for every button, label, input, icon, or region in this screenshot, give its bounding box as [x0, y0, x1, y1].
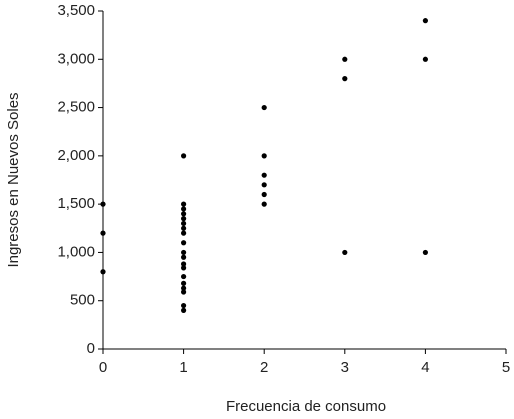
- point: [181, 220, 187, 227]
- point: [181, 273, 187, 280]
- y-tick-label: 1,000: [57, 243, 95, 260]
- point: [181, 201, 187, 207]
- point: [181, 216, 187, 222]
- point: [342, 249, 348, 256]
- x-tick-label: 2: [260, 359, 268, 376]
- point: [261, 182, 267, 188]
- point: [181, 302, 187, 309]
- point: [181, 285, 187, 291]
- y-tick-label: 1,500: [57, 195, 95, 212]
- x-tick-label: 3: [341, 359, 349, 376]
- point: [261, 172, 267, 178]
- y-axis-label: Ingresos en Nuevos Soles: [5, 92, 22, 267]
- point: [100, 230, 106, 236]
- y-tick-label: 2,500: [57, 99, 95, 116]
- point: [181, 307, 187, 313]
- x-tick-label: 1: [179, 359, 187, 376]
- y-tick-label: 2,000: [57, 147, 95, 164]
- y-tick-label: 0: [87, 340, 95, 357]
- point: [342, 56, 348, 62]
- x-tick-label: 5: [502, 359, 510, 376]
- point: [100, 201, 106, 207]
- y-tick-label: 3,500: [57, 2, 95, 19]
- point: [181, 261, 187, 267]
- x-tick-label: 4: [421, 359, 429, 376]
- y-tick-label: 3,000: [57, 50, 95, 67]
- y-tick-label: 500: [70, 292, 95, 309]
- point: [181, 211, 187, 217]
- point: [181, 153, 187, 159]
- point: [181, 206, 187, 212]
- point: [261, 153, 267, 159]
- point: [181, 225, 187, 231]
- point: [422, 18, 428, 24]
- point: [181, 280, 187, 286]
- point: [261, 201, 267, 207]
- point: [181, 289, 187, 295]
- x-axis-label: Frecuencia de consumo: [226, 398, 386, 415]
- x-tick-label: 0: [99, 359, 107, 376]
- point: [181, 265, 187, 271]
- point: [342, 76, 348, 82]
- point: [261, 104, 267, 111]
- point: [181, 240, 187, 246]
- point: [422, 56, 428, 62]
- point: [261, 191, 267, 198]
- point: [181, 230, 187, 236]
- point: [422, 249, 428, 256]
- point: [100, 269, 106, 275]
- point: [181, 249, 187, 256]
- point: [181, 254, 187, 260]
